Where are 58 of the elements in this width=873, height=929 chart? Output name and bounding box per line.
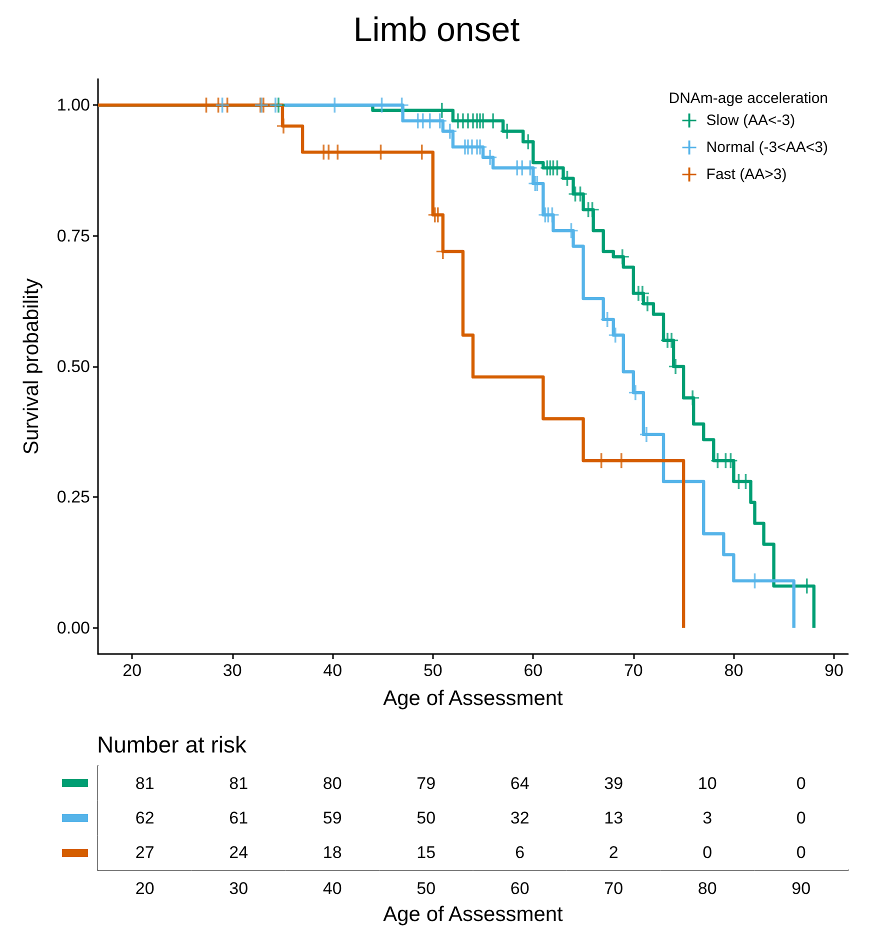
- data-label: 0: [702, 843, 712, 862]
- point: [522, 134, 535, 150]
- x-tick-label: 80: [698, 879, 717, 898]
- data-label: 61: [229, 808, 248, 828]
- data-label: 50: [416, 808, 436, 828]
- data-label: 0: [796, 774, 806, 793]
- x-tick-label: 60: [524, 661, 543, 680]
- data-label: 15: [416, 843, 436, 862]
- data-label: 0: [796, 808, 806, 828]
- point: [431, 207, 444, 222]
- data-label: 81: [229, 774, 248, 793]
- x-tick-label: 50: [423, 661, 442, 680]
- data-label: 18: [322, 843, 342, 862]
- data-label: 2: [608, 843, 618, 862]
- y-tick-label: 0.25: [56, 488, 90, 507]
- x-tick-label: 90: [792, 879, 811, 898]
- y-tick-label: 1.00: [56, 96, 90, 115]
- y-tick-label: 0.00: [56, 618, 90, 638]
- legend-label: Fast (AA>3): [706, 166, 787, 183]
- x-axis-title: Age of Assessment: [383, 903, 564, 926]
- data-label: 81: [135, 774, 154, 793]
- data-label: 59: [322, 808, 342, 828]
- point: [268, 98, 282, 113]
- x-tick-label: 60: [510, 879, 530, 898]
- y-axis-title: Survival probability: [20, 278, 43, 455]
- x-tick-label: 80: [724, 661, 744, 680]
- data-label: 13: [604, 808, 624, 828]
- y-tick-label: 0.75: [56, 226, 90, 246]
- x-tick-label: 70: [624, 661, 643, 680]
- x-tick-label: 40: [323, 661, 342, 680]
- chart-title: Limb onset: [353, 11, 520, 49]
- data-label: 0: [796, 843, 806, 862]
- data-label: 3: [702, 808, 712, 828]
- x-tick-label: 70: [604, 879, 624, 898]
- data-label: 6: [515, 843, 525, 862]
- data-label: 10: [698, 774, 717, 793]
- x-tick-label: 20: [135, 879, 154, 898]
- x-tick-label: 50: [416, 879, 436, 898]
- x-tick-label: 30: [222, 661, 242, 680]
- x-tick-label: 40: [322, 879, 342, 898]
- legend-label: Normal (-3<AA<3): [706, 139, 828, 156]
- data-label: 32: [510, 808, 530, 828]
- data-label: 64: [510, 774, 530, 793]
- point: [216, 98, 229, 113]
- y-tick-label: 0.50: [56, 357, 90, 376]
- data-label: 27: [135, 843, 154, 862]
- chart-title: Number at risk: [97, 732, 248, 758]
- x-axis-title: Age of Assessment: [383, 687, 564, 710]
- data-label: 62: [135, 808, 154, 828]
- x-tick-label: 20: [122, 661, 142, 680]
- x-tick-label: 30: [229, 879, 248, 898]
- data-label: 80: [322, 774, 342, 793]
- x-tick-label: 90: [824, 661, 844, 680]
- data-label: 39: [604, 774, 624, 793]
- data-label: 24: [229, 843, 248, 862]
- legend-label: Slow (AA<-3): [706, 112, 796, 129]
- legend-title: DNAm-age acceleration: [668, 90, 828, 107]
- data-label: 79: [416, 774, 436, 793]
